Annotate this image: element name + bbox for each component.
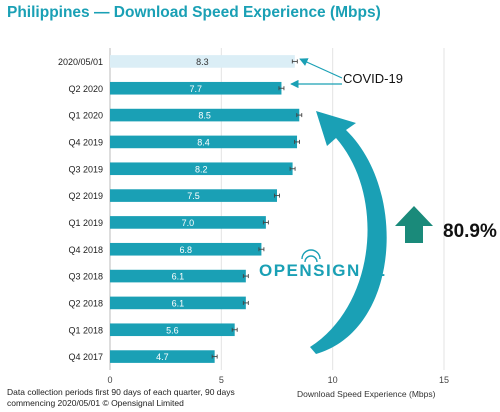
error-bar xyxy=(274,193,280,198)
bar xyxy=(110,350,215,363)
covid-arrow-1 xyxy=(299,58,343,79)
bar xyxy=(110,216,266,229)
error-bar xyxy=(278,86,285,91)
data-label: 8.2 xyxy=(195,164,208,174)
y-tick-label: Q3 2019 xyxy=(68,164,103,174)
x-axis-label: Download Speed Experience (Mbps) xyxy=(297,389,436,399)
data-label: 7.7 xyxy=(189,84,202,94)
x-tick-label: 15 xyxy=(439,375,449,385)
chart-title: Philippines — Download Speed Experience … xyxy=(7,4,381,21)
logo-signal-icon xyxy=(301,249,321,263)
bar xyxy=(110,162,293,176)
data-label: 5.6 xyxy=(166,325,179,335)
y-tick-label: 2020/05/01 xyxy=(58,57,103,67)
error-bar xyxy=(258,247,265,252)
error-bar xyxy=(242,274,249,279)
data-label: 8.4 xyxy=(197,137,210,147)
data-label: 7.5 xyxy=(187,191,200,201)
y-tick-label: Q3 2018 xyxy=(68,272,103,282)
error-bar xyxy=(262,220,269,225)
error-bar xyxy=(291,59,298,64)
data-label: 6.1 xyxy=(172,272,185,282)
bar xyxy=(110,269,246,283)
opensignal-logo: OPENSIGNAL xyxy=(259,261,387,280)
bar xyxy=(110,81,282,95)
x-tick-label: 0 xyxy=(107,375,112,385)
y-tick-label: Q1 2018 xyxy=(68,325,103,335)
data-label: 8.5 xyxy=(198,111,211,121)
bar xyxy=(110,55,295,68)
error-bar xyxy=(211,354,218,359)
y-tick-label: Q4 2018 xyxy=(68,245,103,255)
y-tick-label: Q1 2020 xyxy=(68,111,103,121)
data-label: 4.7 xyxy=(156,352,169,362)
growth-percent-label: 80.9% xyxy=(443,221,497,242)
y-tick-label: Q2 2019 xyxy=(68,191,103,201)
error-bar xyxy=(294,139,300,144)
y-tick-label: Q2 2020 xyxy=(68,84,103,94)
y-tick-label: Q1 2019 xyxy=(68,218,103,228)
bar xyxy=(110,108,300,122)
data-label: 6.8 xyxy=(179,245,192,255)
error-bar xyxy=(289,166,296,171)
bar xyxy=(110,323,235,337)
error-bar xyxy=(231,327,238,332)
data-label: 6.1 xyxy=(172,298,185,308)
y-tick-label: Q4 2017 xyxy=(68,352,103,362)
covid-label: COVID-19 xyxy=(343,71,403,86)
y-tick-label: Q2 2018 xyxy=(68,298,103,308)
y-tick-label: Q4 2019 xyxy=(68,137,103,147)
up-arrow-icon xyxy=(395,206,433,243)
footnote: Data collection periods first 90 days of… xyxy=(7,387,235,408)
bar xyxy=(110,296,246,310)
data-label: 8.3 xyxy=(196,57,209,67)
bar xyxy=(110,189,277,202)
error-bar xyxy=(242,300,249,305)
data-label: 7.0 xyxy=(182,218,195,228)
x-tick-label: 10 xyxy=(328,375,338,385)
growth-curve-arrow xyxy=(310,111,387,354)
error-bar xyxy=(296,113,303,118)
bar xyxy=(110,242,262,256)
x-tick-label: 5 xyxy=(219,375,224,385)
bar xyxy=(110,135,298,149)
